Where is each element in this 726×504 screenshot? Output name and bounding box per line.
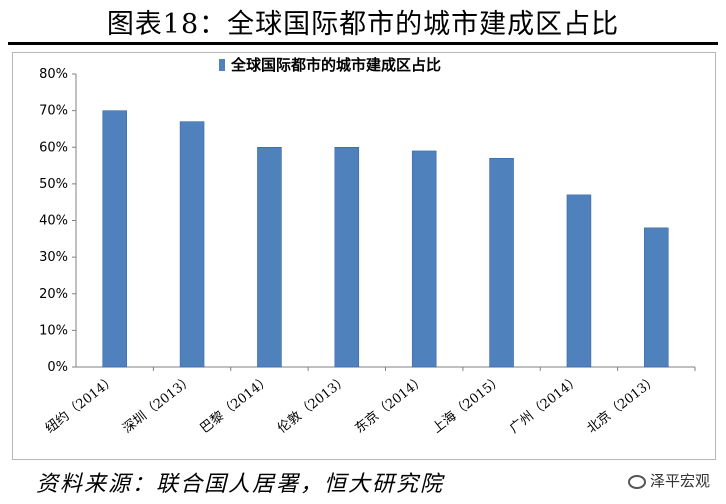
bar: [644, 227, 669, 368]
bar: [334, 147, 360, 368]
y-tick-label: 30%: [39, 250, 68, 265]
bar: [257, 147, 282, 368]
x-tick-label: 北京（2013）: [584, 372, 660, 436]
x-tick-label: 深圳（2013）: [120, 372, 196, 436]
source-note: 资料来源：联合国人居署，恒大研究院: [36, 472, 445, 497]
wechat-icon: [628, 474, 646, 489]
y-tick-label: 70%: [39, 104, 68, 119]
y-tick-label: 40%: [39, 214, 68, 229]
y-tick-label: 20%: [39, 287, 68, 302]
y-tick-label: 0%: [47, 360, 68, 375]
y-tick-label: 80%: [39, 67, 68, 82]
y-tick-label: 10%: [39, 323, 68, 338]
title-rule: [8, 42, 718, 45]
bar: [566, 194, 592, 368]
bar-chart: 全球国际都市的城市建成区占比 0% 10% 20% 30% 40% 50% 60% 70% 80%…: [39, 56, 696, 437]
legend-label: 全球国际都市的城市建成区占比: [230, 56, 441, 74]
y-tick-label: 50%: [39, 177, 68, 192]
watermark-label: 泽平宏观: [650, 472, 711, 490]
x-tick-label: 纽约（2014）: [43, 372, 119, 436]
bar: [489, 157, 514, 368]
bar: [179, 121, 205, 368]
x-tick-label: 巴黎（2014）: [198, 372, 274, 436]
y-tick-label: 60%: [39, 140, 68, 155]
x-tick-label: 东京（2014）: [352, 372, 428, 436]
x-tick-label: 上海（2015）: [430, 372, 506, 436]
x-tick-label: 伦敦（2013）: [274, 372, 351, 437]
legend-swatch: [219, 59, 225, 71]
chart-frame: 全球国际都市的城市建成区占比 0% 10% 20% 30% 40% 50% 60% 70% 80%…: [12, 52, 716, 460]
bar: [102, 110, 127, 368]
bar: [411, 150, 437, 368]
figure-title: 图表18：全球国际都市的城市建成区占比: [106, 9, 620, 40]
x-tick-label: 广州（2014）: [507, 372, 583, 436]
watermark: 泽平宏观: [628, 470, 710, 491]
